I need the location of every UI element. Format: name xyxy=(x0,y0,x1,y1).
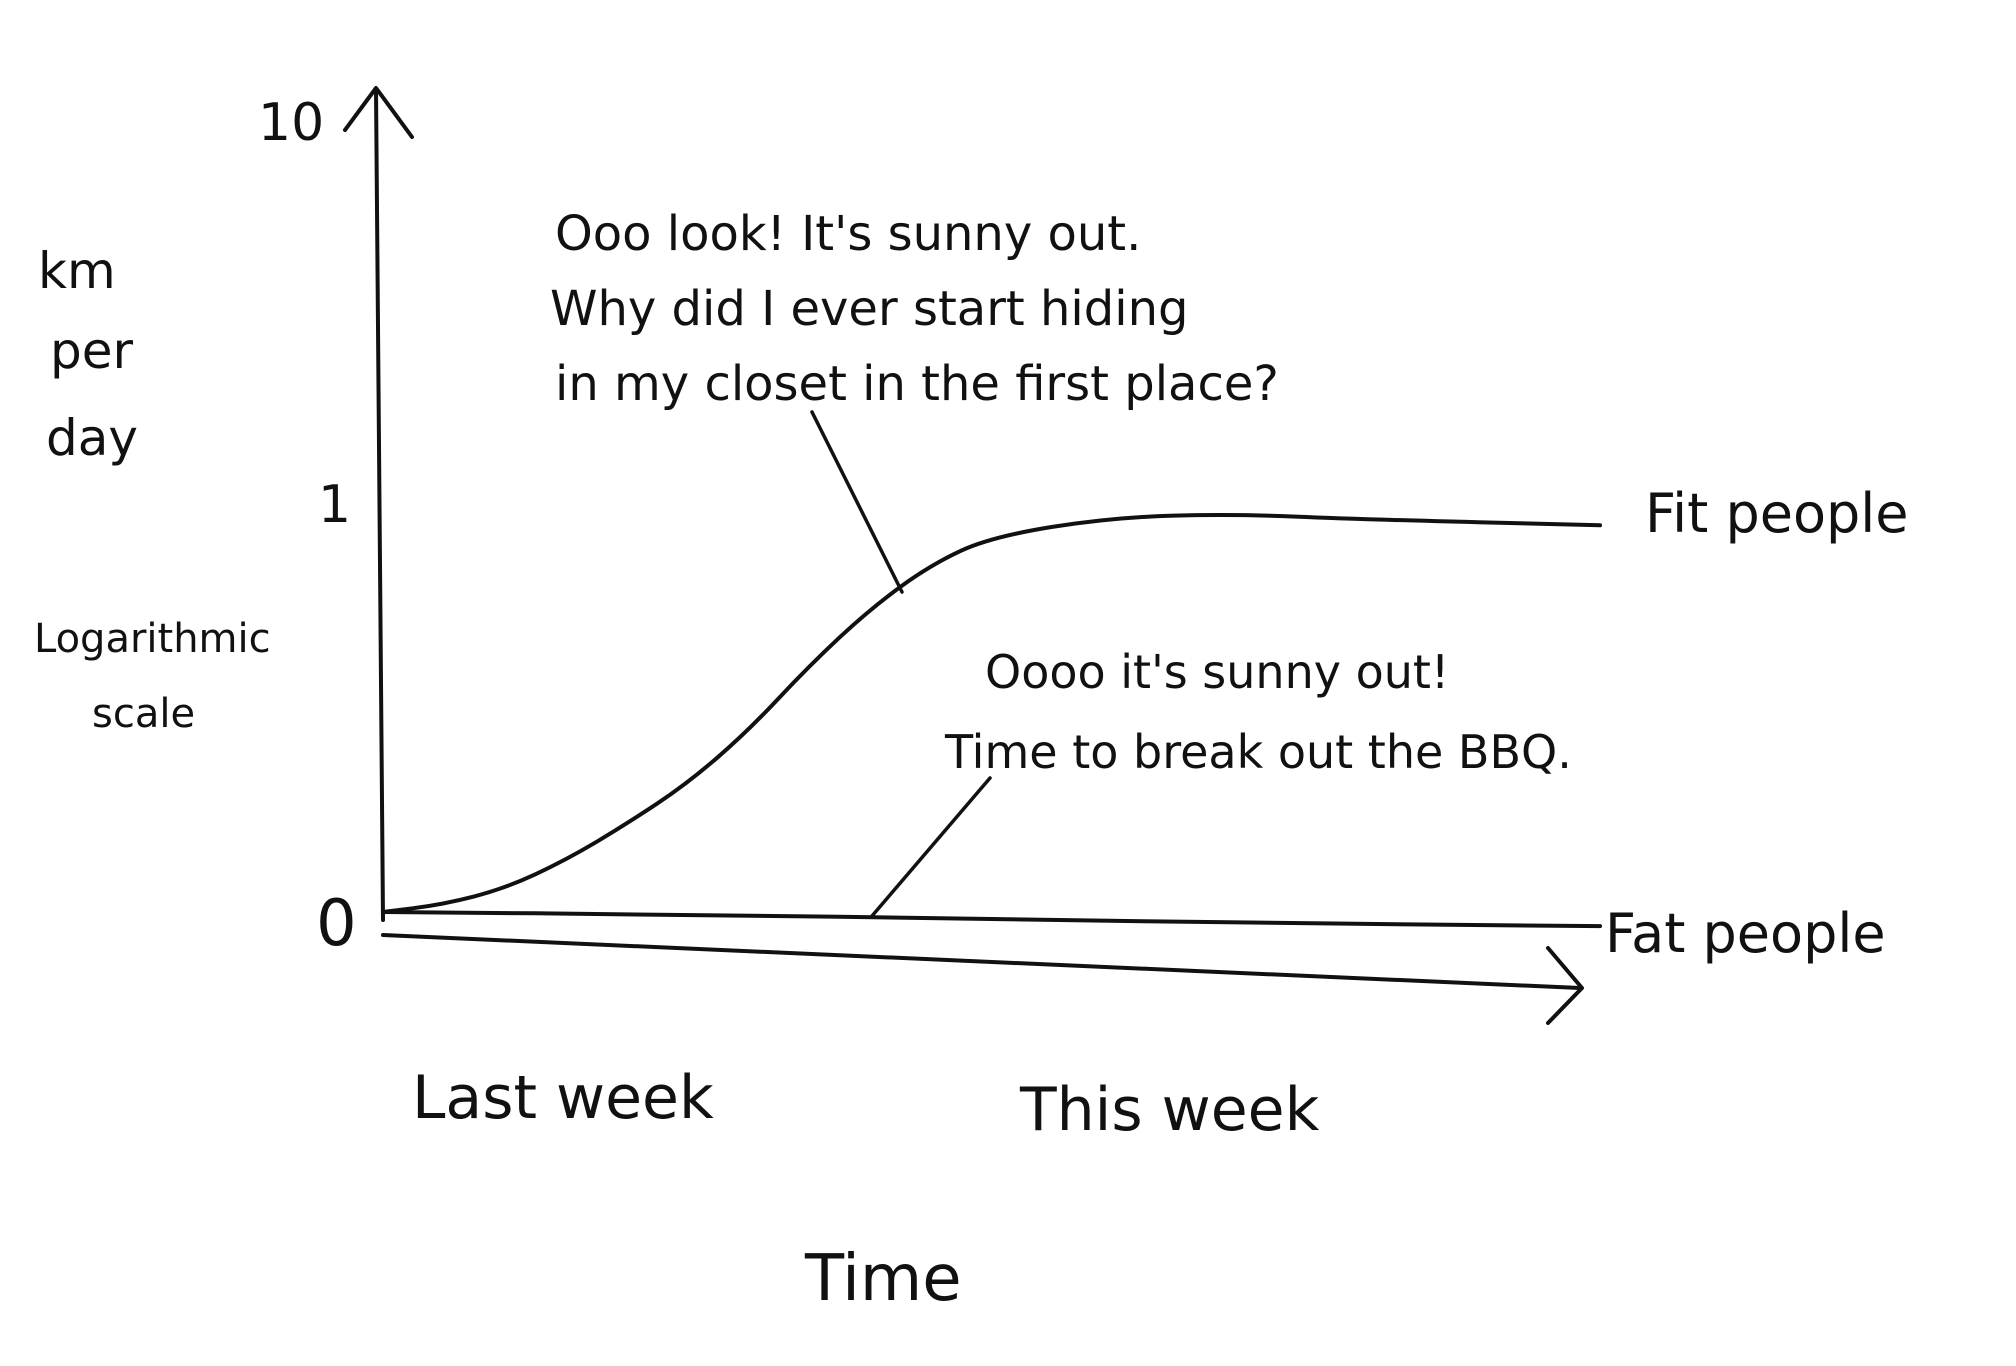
y-axis-label-line-3: day xyxy=(46,409,138,467)
y-axis-label-line-2: per xyxy=(50,322,134,380)
y-axis-arrow xyxy=(343,86,414,139)
x-axis xyxy=(381,933,1582,990)
annotation-fit-line-2: Why did I ever start hiding xyxy=(550,281,1188,337)
x-axis-arrow xyxy=(1546,946,1584,1025)
series-label-fat-people: Fat people xyxy=(1605,902,1886,965)
annotation-fat-leader xyxy=(870,776,992,918)
annotation-fat-line-1: Oooo it's sunny out! xyxy=(985,645,1449,699)
annotation-fit-line-1: Ooo look! It's sunny out. xyxy=(555,206,1141,262)
y-axis-label-line-1: km xyxy=(38,242,116,300)
series-line-fit-people xyxy=(381,513,1602,914)
y-tick-label-0: 0 xyxy=(316,887,357,961)
y-tick-label-1: 1 xyxy=(318,475,351,535)
series-label-fit-people: Fit people xyxy=(1645,482,1909,545)
annotation-fit-leader xyxy=(810,410,904,594)
y-axis xyxy=(374,88,385,922)
scale-note-line-1: Logarithmic xyxy=(34,616,271,662)
x-tick-label-last-week: Last week xyxy=(412,1063,714,1133)
x-tick-label-this-week: This week xyxy=(1019,1075,1320,1145)
series-line-fat-people xyxy=(381,910,1602,929)
annotation-fit-line-3: in my closet in the first place? xyxy=(555,356,1279,412)
annotation-fat-line-2: Time to break out the BBQ. xyxy=(944,725,1572,779)
scale-note-line-2: scale xyxy=(92,691,195,737)
y-tick-label-10: 10 xyxy=(258,93,324,153)
x-axis-label: Time xyxy=(804,1242,962,1316)
